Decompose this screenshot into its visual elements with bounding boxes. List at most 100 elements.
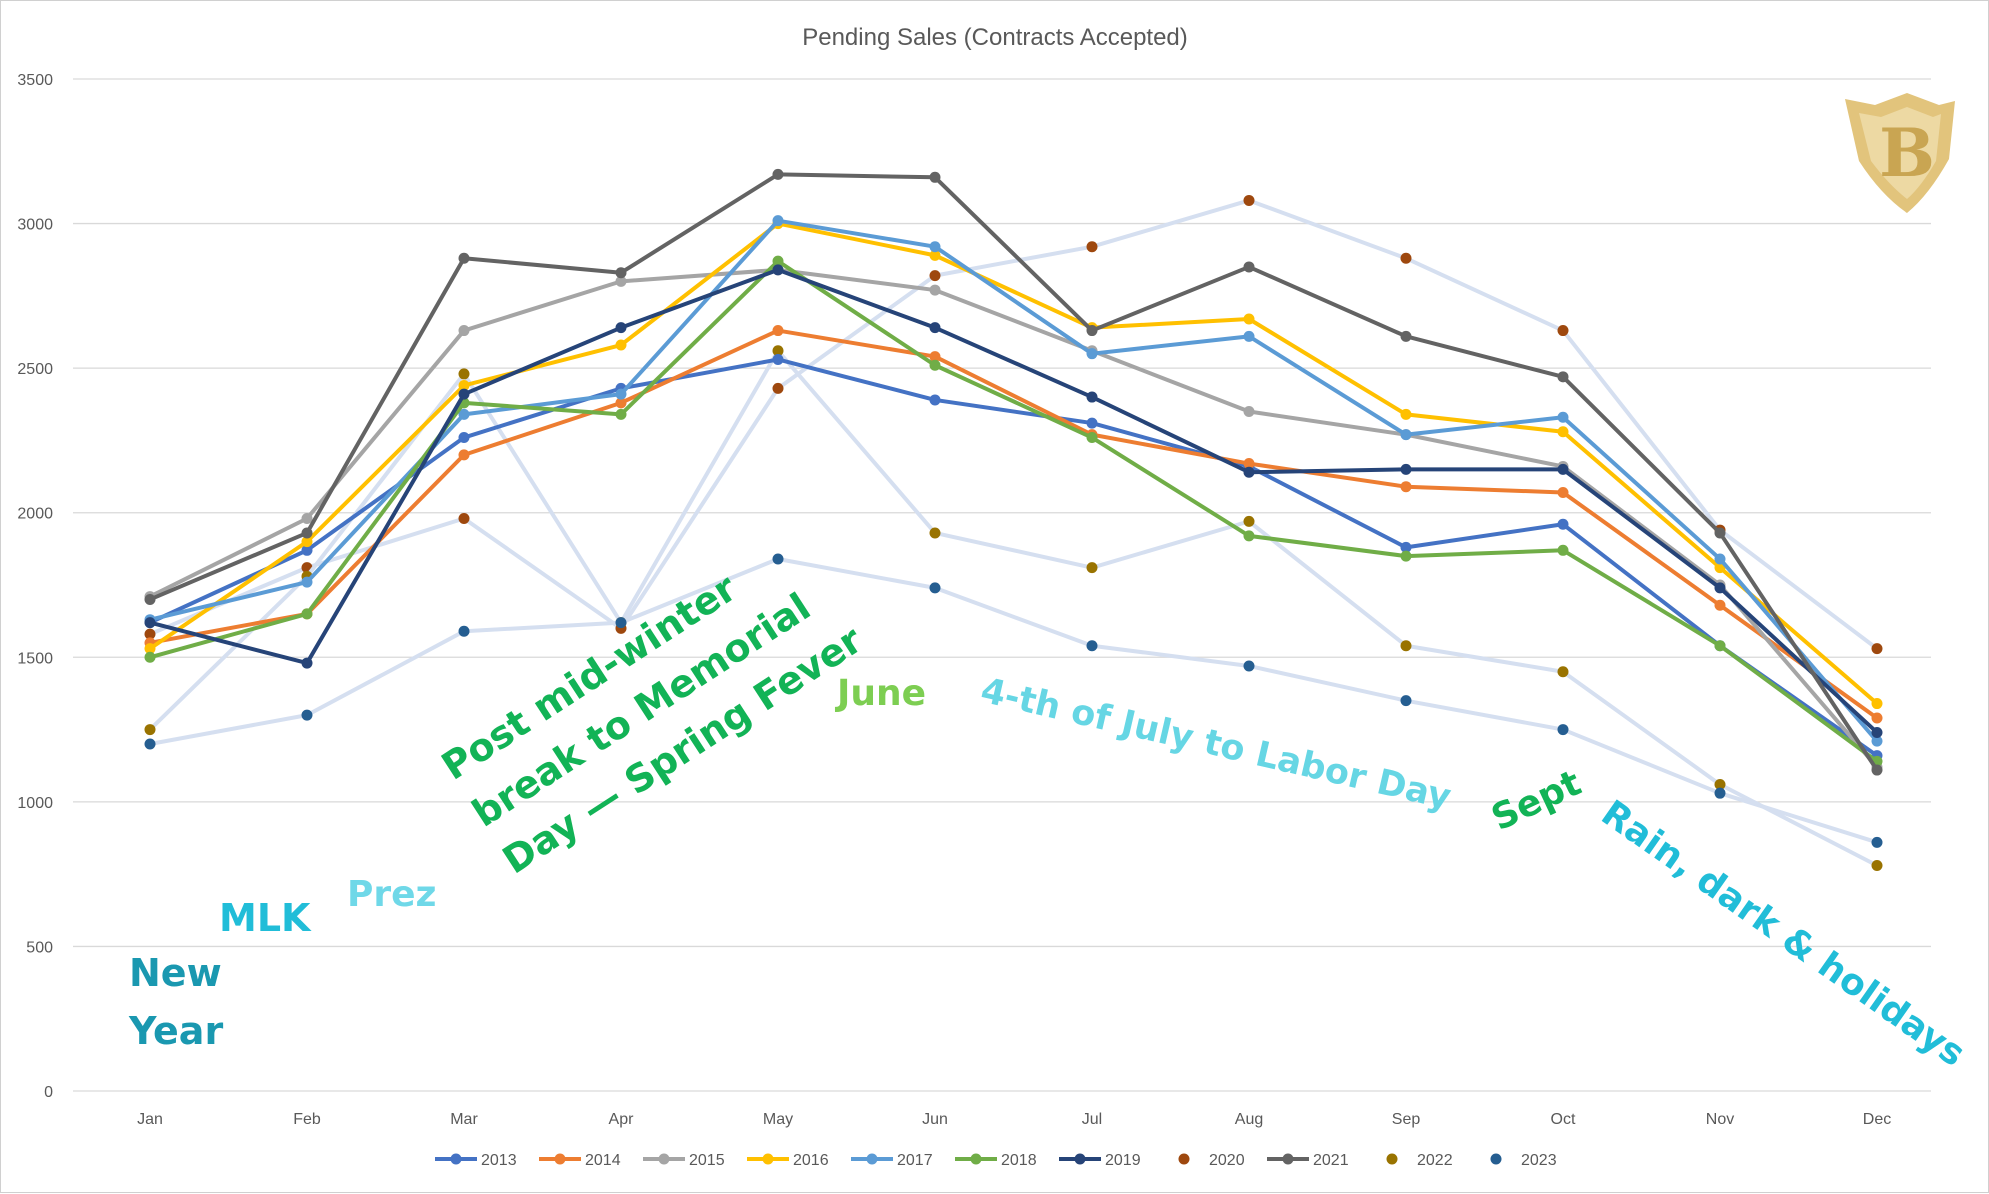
legend-item-2023: 2023: [1490, 1152, 1557, 1169]
legend-item-2014: 2014: [539, 1152, 621, 1169]
data-point-2023-Jun: [929, 582, 941, 594]
data-point-2017-Oct: [1557, 411, 1569, 423]
data-point-2020-Sep: [1400, 252, 1412, 264]
legend-swatch-marker: [1178, 1153, 1190, 1165]
data-point-2021-Apr: [615, 267, 627, 279]
data-point-2023-Mar: [458, 625, 470, 637]
data-point-2014-Mar: [458, 449, 470, 461]
legend-swatch-marker: [866, 1153, 878, 1165]
annotation-text: Rain, dark & holidays: [1594, 793, 1972, 1075]
data-point-2022-May: [772, 345, 784, 357]
data-point-2016-Aug: [1243, 313, 1255, 325]
data-point-2018-Aug: [1243, 530, 1255, 542]
series-2019: [144, 264, 1883, 738]
data-point-2019-Jan: [144, 617, 156, 629]
x-tick-label: May: [763, 1111, 793, 1128]
series-line-2014: [149, 328, 1879, 720]
data-point-2021-Jul: [1086, 325, 1098, 337]
data-point-2021-Oct: [1557, 371, 1569, 383]
legend-swatch-marker: [1490, 1153, 1502, 1165]
data-point-2022-Jul: [1086, 562, 1098, 574]
data-point-2022-Nov: [1714, 779, 1726, 791]
x-tick-label: Feb: [293, 1111, 321, 1128]
data-point-2019-Dec: [1871, 726, 1883, 738]
data-point-2020-Jun: [929, 270, 941, 282]
data-point-2017-Nov: [1714, 553, 1726, 565]
data-point-2018-Jul: [1086, 432, 1098, 444]
data-point-2015-Jun: [929, 284, 941, 296]
data-point-2018-Apr: [615, 408, 627, 420]
data-point-2018-Jan: [144, 651, 156, 663]
annotation-text: 4-th of July to Labor Day: [977, 671, 1455, 818]
data-point-2020-Mar: [458, 512, 470, 524]
data-point-2014-Jun: [929, 351, 941, 363]
data-point-2018-Nov: [1714, 640, 1726, 652]
data-point-2019-Nov: [1714, 582, 1726, 594]
data-point-2019-Feb: [301, 657, 313, 669]
data-point-2014-Sep: [1400, 481, 1412, 493]
series-line-2015: [149, 267, 1879, 769]
data-point-2022-Aug: [1243, 515, 1255, 527]
annotation-text: June: [834, 673, 926, 714]
data-point-2017-Feb: [301, 576, 313, 588]
annotation-line: 4-th of July to Labor Day: [977, 671, 1455, 818]
y-tick-label: 1000: [17, 795, 53, 812]
annotation-line: Year: [128, 1009, 223, 1053]
data-point-2018-Feb: [301, 608, 313, 620]
data-point-2020-Jul: [1086, 241, 1098, 253]
data-point-2016-Oct: [1557, 426, 1569, 438]
logo-letter: B: [1879, 114, 1935, 192]
data-point-2018-May: [772, 255, 784, 267]
data-point-2023-Oct: [1557, 724, 1569, 736]
data-point-2020-Oct: [1557, 325, 1569, 337]
data-point-2018-Sep: [1400, 550, 1412, 562]
shield-logo-icon: B: [1845, 93, 1955, 213]
x-tick-label: Jun: [922, 1111, 948, 1128]
data-point-2021-Jan: [144, 593, 156, 605]
data-point-2017-Apr: [615, 388, 627, 400]
y-tick-label: 2000: [17, 506, 53, 523]
data-point-2015-Apr: [615, 275, 627, 287]
legend-label: 2014: [585, 1152, 621, 1169]
annotation-line: Prez: [347, 874, 437, 915]
series-2016: [144, 218, 1883, 710]
legend-label: 2020: [1209, 1152, 1245, 1169]
data-point-2021-Dec: [1871, 764, 1883, 776]
x-tick-label: Jan: [137, 1111, 163, 1128]
legend-swatch-marker: [554, 1153, 566, 1165]
series-2023: [144, 553, 1883, 848]
annotation-text: Prez: [347, 874, 437, 915]
series-lines: [144, 168, 1883, 871]
legend-item-2015: 2015: [643, 1152, 725, 1169]
legend-swatch-marker: [450, 1153, 462, 1165]
data-point-2018-Jun: [929, 359, 941, 371]
data-point-2019-Mar: [458, 388, 470, 400]
data-point-2015-Aug: [1243, 406, 1255, 418]
data-point-2020-Jan: [144, 628, 156, 640]
data-point-2013-Mar: [458, 432, 470, 444]
data-point-2014-Dec: [1871, 712, 1883, 724]
legend-label: 2017: [897, 1152, 933, 1169]
data-point-2021-Feb: [301, 527, 313, 539]
legend-item-2013: 2013: [435, 1152, 517, 1169]
data-point-2023-Apr: [615, 617, 627, 629]
annotation-text: New Year: [128, 951, 223, 1053]
legend-item-2019: 2019: [1059, 1152, 1141, 1169]
annotation-line: MLK: [219, 896, 312, 940]
legend-item-2018: 2018: [955, 1152, 1037, 1169]
data-point-2019-Aug: [1243, 466, 1255, 478]
data-point-2021-May: [772, 168, 784, 180]
series-2020: [144, 194, 1883, 655]
data-point-2022-Oct: [1557, 666, 1569, 678]
data-point-2016-Jun: [929, 249, 941, 261]
chart-title: Pending Sales (Contracts Accepted): [802, 24, 1188, 51]
legend-label: 2023: [1521, 1152, 1557, 1169]
y-tick-label: 500: [26, 939, 53, 956]
data-point-2019-May: [772, 264, 784, 276]
series-line-2020: [149, 198, 1879, 651]
data-point-2021-Aug: [1243, 261, 1255, 273]
series-line-2021: [149, 172, 1879, 772]
data-point-2013-Jun: [929, 394, 941, 406]
legend-item-2022: 2022: [1386, 1152, 1453, 1169]
